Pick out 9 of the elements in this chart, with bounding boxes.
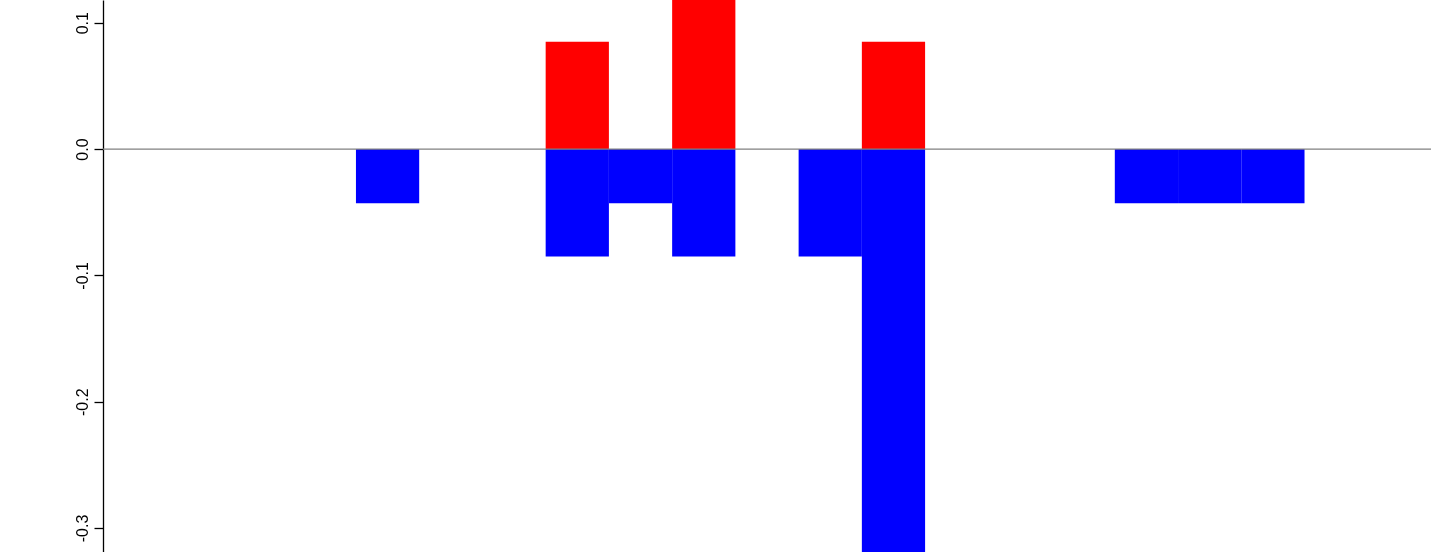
y-tick-label: -0.1 (73, 261, 91, 290)
bar (355, 149, 420, 204)
bar (861, 41, 926, 150)
y-tick-label: -0.2 (73, 388, 91, 416)
y-tick-label: 0.1 (73, 12, 91, 35)
bar (672, 0, 736, 150)
y-tick-label: 0.0 (73, 138, 91, 161)
y-tick-label: -0.3 (73, 514, 91, 543)
bar (545, 41, 609, 150)
